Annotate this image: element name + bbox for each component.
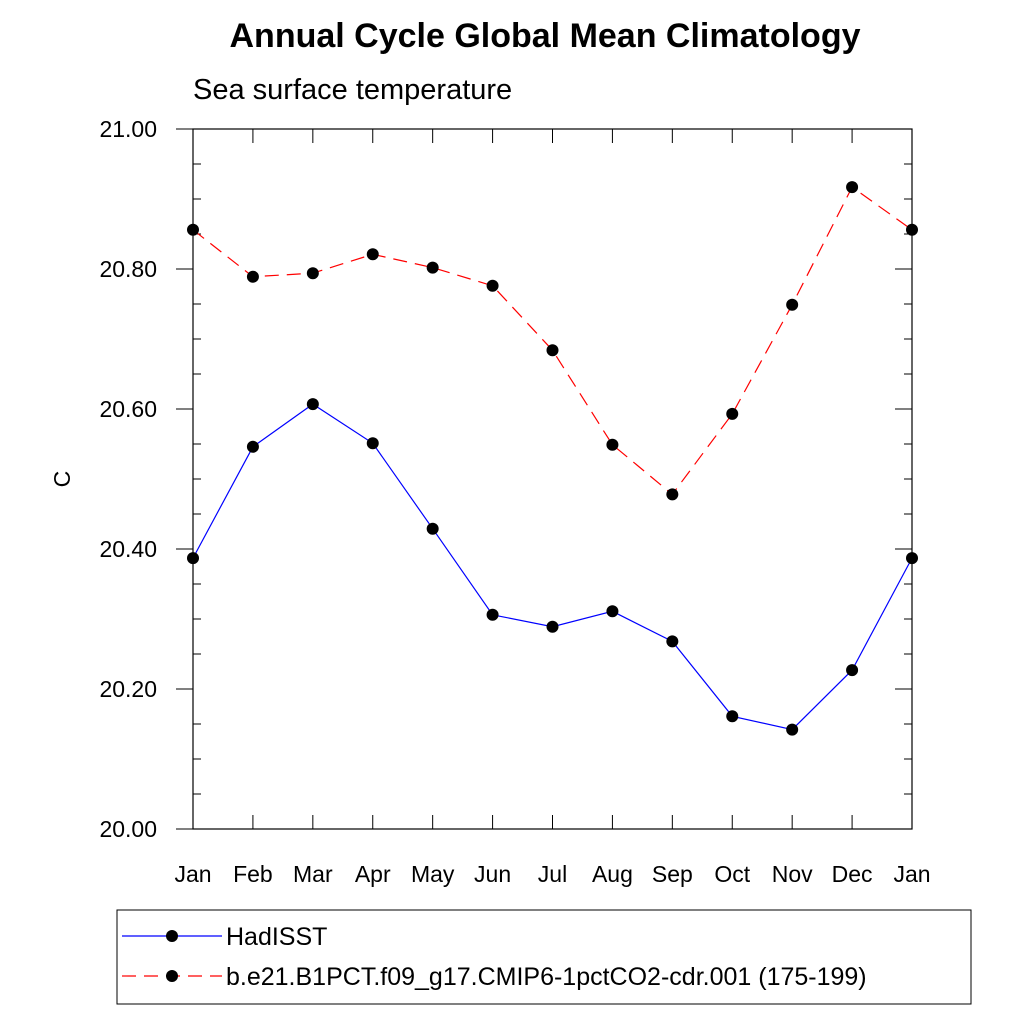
x-tick-label: Oct (714, 861, 750, 887)
x-tick-label: Nov (772, 861, 813, 887)
y-tick-label: 20.60 (99, 396, 157, 422)
series-1-point (726, 710, 739, 723)
x-tick-label: Mar (293, 861, 333, 887)
series-1-point (846, 664, 859, 677)
series-1-point (187, 552, 199, 565)
series-1-point (786, 723, 799, 736)
series-1-point (246, 440, 259, 453)
series-2-point (546, 344, 559, 357)
legend-label-1: HadISST (226, 923, 327, 951)
legend-marker-1 (166, 930, 178, 942)
y-tick-label: 20.00 (99, 816, 157, 842)
x-tick-label: Feb (233, 861, 273, 887)
series-1-point (366, 437, 379, 450)
legend-label-2: b.e21.B1PCT.f09_g17.CMIP6-1pctCO2-cdr.00… (226, 963, 867, 991)
series-2-point (366, 248, 379, 261)
series-1-point (426, 522, 439, 535)
chart-subtitle: Sea surface temperature (193, 74, 512, 106)
series-1-point (906, 552, 918, 565)
x-tick-label: Apr (355, 861, 391, 887)
series-line-1 (192, 403, 913, 731)
series-2-point (306, 267, 319, 280)
series-2-point (246, 270, 259, 283)
y-tick-label: 20.80 (99, 256, 157, 282)
y-tick-label: 20.40 (99, 536, 157, 562)
series-2-point (187, 223, 199, 236)
series-2-point (786, 298, 799, 311)
series-line-2 (192, 186, 913, 496)
legend-marker-2 (166, 970, 178, 982)
series-2-point (846, 181, 859, 194)
series-1-point (666, 635, 679, 648)
series-2-point (906, 223, 918, 236)
plot-frame (192, 128, 913, 830)
y-axis-label: C (49, 471, 75, 488)
x-tick-label: Jan (893, 861, 930, 887)
series-2-point (486, 279, 499, 292)
x-tick-label: Jun (474, 861, 511, 887)
series-1-point (486, 608, 499, 621)
series-2-point (426, 261, 439, 274)
x-tick-label: Jan (174, 861, 211, 887)
legend-box (116, 909, 972, 1005)
chart-title: Annual Cycle Global Mean Climatology (230, 17, 861, 55)
series-2-point (726, 407, 739, 420)
y-tick-label: 21.00 (99, 116, 157, 142)
x-tick-label: Sep (652, 861, 693, 887)
x-tick-label: May (411, 861, 455, 887)
x-tick-label: Aug (592, 861, 633, 887)
series-2-point (666, 488, 679, 501)
series-1-point (606, 605, 619, 618)
series-1-point (306, 398, 319, 411)
x-tick-label: Jul (538, 861, 567, 887)
series-1-point (546, 620, 559, 633)
x-tick-label: Dec (832, 861, 873, 887)
y-tick-label: 20.20 (99, 676, 157, 702)
series-2-point (606, 438, 619, 451)
